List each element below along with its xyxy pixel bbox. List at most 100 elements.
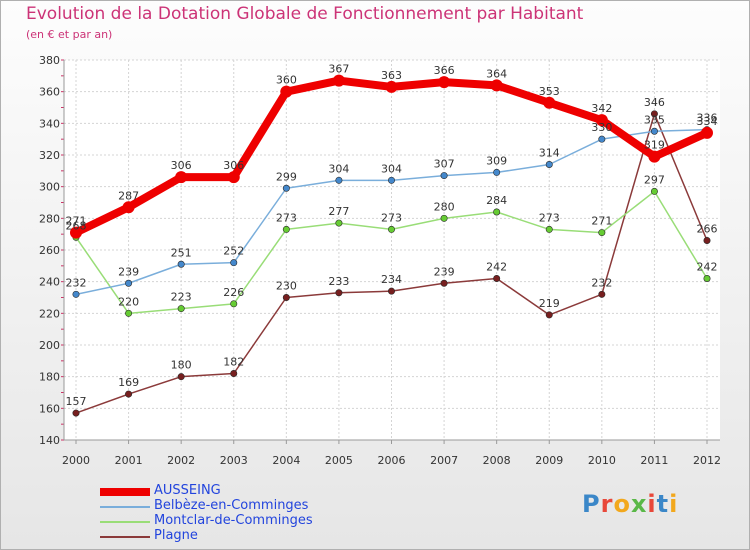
x-tick-label: 2000 [62, 454, 90, 467]
brand-letter: i [669, 490, 679, 518]
series-point-0 [280, 85, 293, 98]
data-label-3: 239 [434, 265, 455, 278]
chart-title: Evolution de la Dotation Globale de Fonc… [26, 4, 584, 24]
x-tick-label: 2004 [272, 454, 300, 467]
y-tick-label: 300 [39, 181, 60, 194]
legend-item: Belbèze-en-Comminges [100, 499, 400, 514]
brand-letter: o [613, 490, 631, 518]
series-point-1 [493, 168, 501, 176]
data-label-1: 304 [381, 162, 402, 175]
y-tick-label: 180 [39, 371, 60, 384]
data-label-1: 309 [486, 154, 507, 167]
series-point-2 [598, 229, 606, 237]
data-label-1: 232 [66, 276, 87, 289]
series-point-2 [230, 300, 238, 308]
series-point-0 [648, 150, 661, 163]
x-tick-label: 2012 [693, 454, 721, 467]
y-tick-label: 280 [39, 212, 60, 225]
brand-letter: t [656, 490, 670, 518]
series-point-3 [335, 289, 343, 297]
data-label-0: 367 [328, 63, 349, 76]
data-label-0: 360 [276, 74, 297, 87]
series-point-0 [175, 171, 188, 184]
data-label-0: 366 [434, 64, 455, 77]
data-label-3: 180 [171, 359, 192, 372]
legend-item: Montclar-de-Comminges [100, 514, 400, 529]
series-point-1 [125, 279, 133, 287]
data-label-3: 182 [223, 356, 244, 369]
data-label-0: 363 [381, 69, 402, 82]
data-label-3: 169 [118, 376, 139, 389]
x-tick-label: 2007 [430, 454, 458, 467]
series-point-1 [545, 161, 553, 169]
brand-letter: i [647, 490, 657, 518]
data-label-0: 334 [697, 115, 718, 128]
data-label-1: 251 [171, 246, 192, 259]
y-tick-label: 220 [39, 307, 60, 320]
series-point-0 [227, 171, 240, 184]
data-label-2: 271 [591, 215, 612, 228]
legend-swatch [100, 506, 150, 508]
legend-swatch [100, 521, 150, 523]
data-label-0: 306 [171, 159, 192, 172]
data-label-3: 219 [539, 297, 560, 310]
data-label-3: 157 [66, 395, 87, 408]
x-tick-label: 2005 [325, 454, 353, 467]
data-label-3: 232 [591, 276, 612, 289]
y-tick-label: 200 [39, 339, 60, 352]
x-tick-label: 2006 [378, 454, 406, 467]
data-label-2: 273 [539, 211, 560, 224]
series-point-0 [490, 79, 503, 92]
x-tick-label: 2001 [115, 454, 143, 467]
series-point-2 [650, 187, 658, 195]
data-label-2: 273 [381, 211, 402, 224]
data-label-1: 252 [223, 245, 244, 258]
series-point-1 [650, 127, 658, 135]
y-tick-label: 260 [39, 244, 60, 257]
series-point-0 [332, 74, 345, 87]
data-label-1: 330 [591, 121, 612, 134]
brand-logo: Proxiti [582, 490, 678, 518]
data-label-0: 271 [66, 215, 87, 228]
series-point-0 [543, 96, 556, 109]
series-point-3 [387, 287, 395, 295]
y-tick-label: 340 [39, 117, 60, 130]
legend-label: Belbèze-en-Comminges [154, 498, 309, 513]
data-label-2: 284 [486, 194, 507, 207]
x-tick-label: 2002 [167, 454, 195, 467]
series-point-3 [72, 409, 80, 417]
brand-letter: P [582, 490, 601, 518]
series-point-1 [387, 176, 395, 184]
series-point-1 [72, 290, 80, 298]
y-tick-label: 160 [39, 402, 60, 415]
x-tick-label: 2009 [535, 454, 563, 467]
legend-swatch [100, 488, 150, 496]
data-label-2: 220 [118, 295, 139, 308]
series-point-3 [650, 110, 658, 118]
series-point-3 [230, 369, 238, 377]
x-tick-label: 2003 [220, 454, 248, 467]
data-label-1: 335 [644, 113, 665, 126]
data-label-2: 297 [644, 173, 665, 186]
series-point-3 [545, 311, 553, 319]
data-label-1: 336 [697, 112, 718, 125]
legend-swatch [100, 536, 150, 538]
data-label-0: 306 [223, 159, 244, 172]
data-label-3: 233 [328, 275, 349, 288]
data-label-1: 239 [118, 265, 139, 278]
series-point-3 [125, 390, 133, 398]
data-label-2: 223 [171, 291, 192, 304]
series-point-1 [177, 260, 185, 268]
series-point-1 [440, 172, 448, 180]
series-point-2 [177, 305, 185, 313]
legend-label: Montclar-de-Comminges [154, 513, 313, 528]
series-point-2 [440, 214, 448, 222]
series-point-0 [701, 126, 713, 139]
series-point-3 [598, 290, 606, 298]
brand-letter: r [600, 490, 614, 518]
data-label-0: 353 [539, 85, 560, 98]
series-point-0 [70, 226, 82, 239]
series-point-1 [282, 184, 290, 192]
data-label-2: 268 [66, 219, 87, 232]
y-tick-label: 140 [39, 434, 60, 447]
